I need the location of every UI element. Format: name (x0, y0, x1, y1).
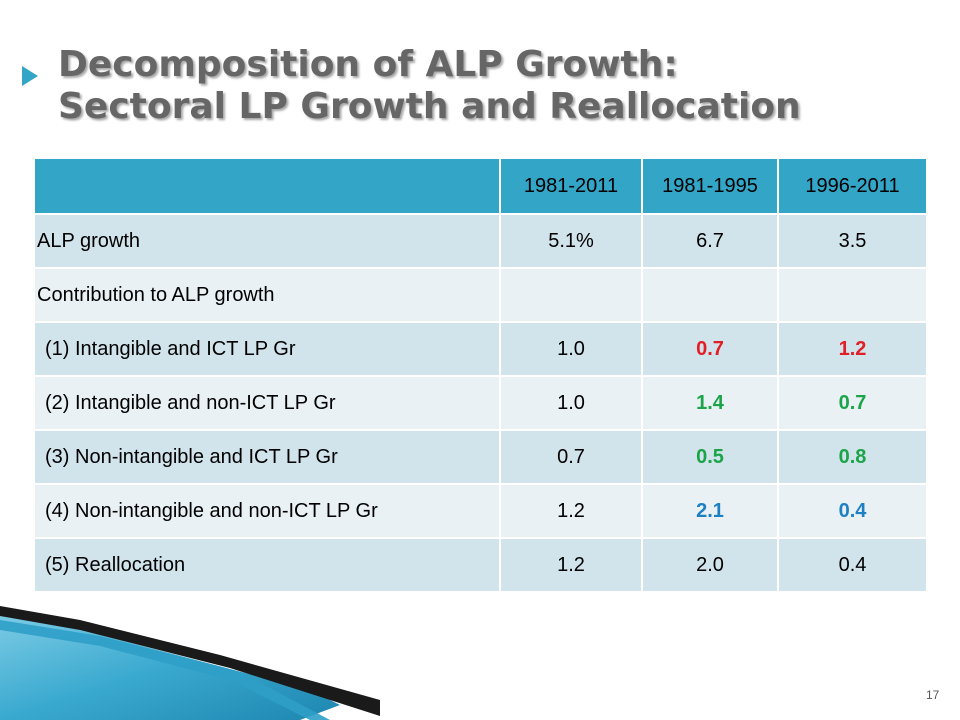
title-bullet-icon (22, 66, 38, 86)
cell-value (641, 267, 779, 323)
data-table: 1981-2011 1981-1995 1996-2011 ALP growth… (33, 157, 928, 593)
cell-value: 1.2 (777, 321, 928, 377)
cell-value: 6.7 (641, 213, 779, 269)
slide-title: Decomposition of ALP Growth: Sectoral LP… (58, 44, 938, 128)
slide-title-line1: Decomposition of ALP Growth: (58, 44, 678, 85)
cell-value (777, 267, 928, 323)
table-row: (2) Intangible and non-ICT LP Gr 1.0 1.4… (33, 375, 928, 431)
cell-value: 0.5 (641, 429, 779, 485)
cell-value: 1.2 (499, 537, 643, 593)
cell-value: 0.8 (777, 429, 928, 485)
header-cell-blank (33, 157, 501, 215)
row-label: ALP growth (33, 213, 501, 269)
cell-value: 1.0 (499, 375, 643, 431)
row-label: (1) Intangible and ICT LP Gr (33, 321, 501, 377)
cell-value: 1.2 (499, 483, 643, 539)
cell-value: 2.1 (641, 483, 779, 539)
table-row: ALP growth 5.1% 6.7 3.5 (33, 213, 928, 269)
cell-value: 1.0 (499, 321, 643, 377)
slide-title-line2: Sectoral LP Growth and Reallocation (58, 86, 801, 127)
page-number: 17 (926, 688, 940, 702)
cell-value: 0.7 (777, 375, 928, 431)
row-label: (4) Non-intangible and non-ICT LP Gr (33, 483, 501, 539)
cell-value: 5.1% (499, 213, 643, 269)
header-cell-1981-1995: 1981-1995 (641, 157, 779, 215)
table-header-row: 1981-2011 1981-1995 1996-2011 (33, 157, 928, 215)
cell-value: 2.0 (641, 537, 779, 593)
row-label: Contribution to ALP growth (33, 267, 501, 323)
table-row: (3) Non-intangible and ICT LP Gr 0.7 0.5… (33, 429, 928, 485)
table-row: Contribution to ALP growth (33, 267, 928, 323)
cell-value: 0.4 (777, 483, 928, 539)
cell-value: 0.7 (641, 321, 779, 377)
table-row: (5) Reallocation 1.2 2.0 0.4 (33, 537, 928, 593)
cell-value: 0.7 (499, 429, 643, 485)
cell-value: 0.4 (777, 537, 928, 593)
table-row: (4) Non-intangible and non-ICT LP Gr 1.2… (33, 483, 928, 539)
row-label: (2) Intangible and non-ICT LP Gr (33, 375, 501, 431)
cell-value: 3.5 (777, 213, 928, 269)
cell-value: 1.4 (641, 375, 779, 431)
cell-value (499, 267, 643, 323)
row-label: (3) Non-intangible and ICT LP Gr (33, 429, 501, 485)
header-cell-1981-2011: 1981-2011 (499, 157, 643, 215)
header-cell-1996-2011: 1996-2011 (777, 157, 928, 215)
row-label: (5) Reallocation (33, 537, 501, 593)
table-row: (1) Intangible and ICT LP Gr 1.0 0.7 1.2 (33, 321, 928, 377)
